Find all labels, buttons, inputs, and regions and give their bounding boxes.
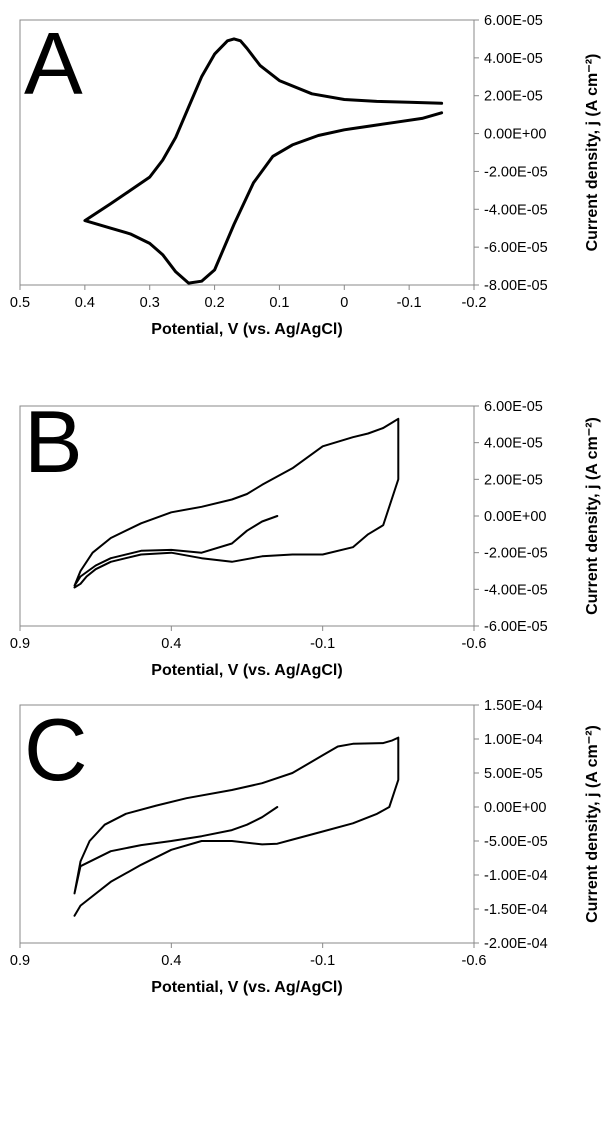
panel-c-y-tick-label: -1.00E-04 — [484, 868, 548, 884]
panel-c-y-tick-label: 0.00E+00 — [484, 800, 547, 816]
panel-c-y-tick-label: -2.00E-04 — [484, 936, 548, 952]
panel-c: C 1.50E-04 1.00E-04 5.00E-05 0.00E+00 -5.00E… — [10, 698, 601, 996]
panel-a-x-tick-label: 0.1 — [269, 295, 289, 311]
panel-b-y-tick-label: -4.00E-05 — [484, 582, 548, 598]
panel-a-x-tick-label: 0.3 — [140, 295, 160, 311]
panel-b-cv-curve — [73, 417, 400, 589]
panel-a-y-tick-label: -2.00E-05 — [484, 164, 548, 180]
panel-c-x-tick-label: 0.9 — [10, 953, 30, 969]
panel-c-x-tick-label: -0.6 — [462, 953, 487, 969]
panel-a-label: A — [24, 14, 83, 113]
panel-b-y-tick-label: 2.00E-05 — [484, 472, 543, 488]
panel-c-x-tick-label: 0.4 — [161, 953, 181, 969]
panel-a-y-tick-label: 4.00E-05 — [484, 51, 543, 67]
panel-b-y-tick-label: -2.00E-05 — [484, 546, 548, 562]
panel-c-plot-frame — [19, 704, 475, 944]
panel-a-x-tick-label: 0.4 — [75, 295, 95, 311]
panel-a-y-axis-title: Current density, j (A cm⁻²) — [584, 54, 601, 252]
panel-a-y-tick-label: 2.00E-05 — [484, 89, 543, 105]
panel-a-x-tick-label: 0.2 — [204, 295, 224, 311]
panel-a: A 6.00E-05 4.00E-05 2.00E-05 0.00E+00 -2.00E… — [10, 13, 601, 338]
panel-a-x-tick-label: 0 — [340, 295, 348, 311]
panel-b-y-tick-label: 6.00E-05 — [484, 399, 543, 415]
panel-a-cv-curve — [83, 37, 444, 285]
panel-c-x-axis-title: Potential, V (vs. Ag/AgCl) — [151, 979, 342, 996]
panel-a-x-tick-label: 0.5 — [10, 295, 30, 311]
panel-b-x-tick-label: -0.6 — [462, 636, 487, 652]
panel-c-y-tick-label: 1.00E-04 — [484, 732, 543, 748]
panel-a-y-tick-label: 6.00E-05 — [484, 13, 543, 29]
panel-c-x-tick-label: -0.1 — [310, 953, 335, 969]
panel-b-y-tick-label: 0.00E+00 — [484, 509, 547, 525]
panel-a-x-tick-label: -0.2 — [462, 295, 487, 311]
panel-a-y-tick-label: -8.00E-05 — [484, 278, 548, 294]
panel-b-x-tick-label: 0.4 — [161, 636, 181, 652]
panel-c-y-tick-label: 5.00E-05 — [484, 766, 543, 782]
panel-b-y-tick-label: 4.00E-05 — [484, 436, 543, 452]
panel-b-x-axis-title: Potential, V (vs. Ag/AgCl) — [151, 662, 342, 679]
panel-c-y-tick-label: 1.50E-04 — [484, 698, 543, 714]
panel-a-y-tick-label: -6.00E-05 — [484, 240, 548, 256]
panel-a-plot-frame — [19, 19, 475, 286]
panel-c-cv-curve — [73, 736, 400, 917]
panel-c-y-axis-title: Current density, j (A cm⁻²) — [584, 725, 601, 923]
panel-a-x-tick-label: -0.1 — [397, 295, 422, 311]
panel-b-y-axis-title: Current density, j (A cm⁻²) — [584, 417, 601, 615]
panel-a-y-tick-label: -4.00E-05 — [484, 202, 548, 218]
panel-c-label: C — [24, 700, 88, 799]
panel-c-y-tick-label: -1.50E-04 — [484, 902, 548, 918]
panel-b-label: B — [24, 392, 83, 491]
panel-b: B 6.00E-05 4.00E-05 2.00E-05 0.00E+00 -2.00E… — [10, 392, 601, 679]
panel-c-y-tick-label: -5.00E-05 — [484, 834, 548, 850]
panel-b-y-tick-label: -6.00E-05 — [484, 619, 548, 635]
panel-a-x-axis-title: Potential, V (vs. Ag/AgCl) — [151, 321, 342, 338]
panel-b-x-tick-label: -0.1 — [310, 636, 335, 652]
panel-b-plot-frame — [19, 405, 475, 627]
panel-a-y-tick-label: 0.00E+00 — [484, 127, 547, 143]
panel-b-x-tick-label: 0.9 — [10, 636, 30, 652]
